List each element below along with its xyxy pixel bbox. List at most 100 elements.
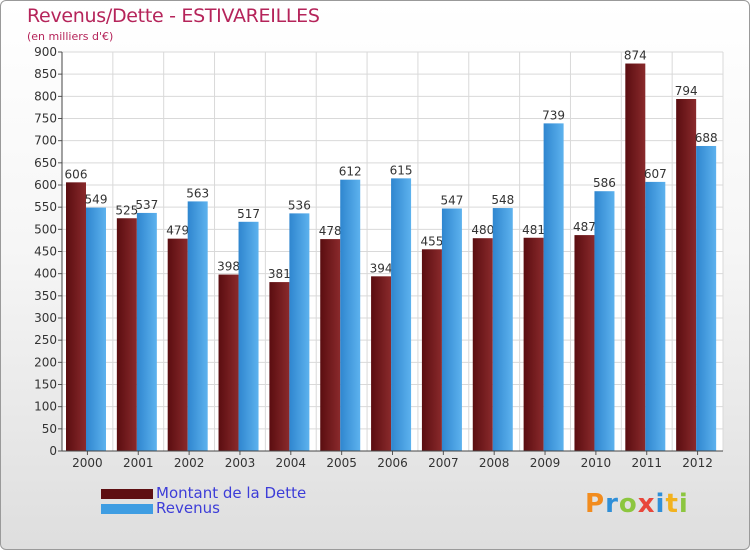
- bar-dette: [574, 235, 595, 451]
- bar-revenus: [492, 208, 513, 451]
- y-tick-label: 200: [34, 355, 57, 369]
- data-label-revenus: 547: [440, 193, 463, 207]
- y-tick-label: 500: [34, 222, 57, 236]
- data-label-dette: 525: [115, 203, 138, 217]
- y-tick-label: 800: [34, 89, 57, 103]
- data-label-revenus: 607: [644, 167, 667, 181]
- bar-revenus: [391, 178, 412, 451]
- x-tick-label: 2000: [72, 456, 103, 470]
- bar-dette: [676, 98, 697, 451]
- bar-dette: [523, 237, 544, 451]
- bar-dette: [320, 239, 341, 451]
- data-label-dette: 794: [675, 84, 698, 98]
- y-tick-label: 550: [34, 200, 57, 214]
- bar-dette: [167, 238, 188, 451]
- y-tick-label: 300: [34, 311, 57, 325]
- bar-dette: [371, 276, 392, 451]
- bar-revenus: [543, 123, 564, 452]
- x-tick-label: 2012: [682, 456, 713, 470]
- x-tick-label: 2007: [428, 456, 459, 470]
- data-label-revenus: 688: [695, 131, 718, 145]
- legend-label-dette: Montant de la Dette: [156, 484, 307, 502]
- logo-letter: x: [637, 489, 656, 519]
- data-label-revenus: 537: [135, 198, 158, 212]
- data-label-dette: 479: [166, 224, 189, 238]
- x-tick-label: 2002: [174, 456, 205, 470]
- x-tick-label: 2011: [631, 456, 662, 470]
- x-tick-label: 2001: [123, 456, 154, 470]
- y-tick-label: 150: [34, 378, 57, 392]
- data-label-revenus: 517: [237, 207, 260, 221]
- bar-dette: [421, 249, 442, 451]
- data-label-revenus: 586: [593, 176, 616, 190]
- bar-revenus: [289, 213, 310, 451]
- bar-revenus: [441, 208, 462, 451]
- data-label-revenus: 612: [339, 165, 362, 179]
- data-label-revenus: 549: [85, 193, 108, 207]
- y-tick-label: 250: [34, 333, 57, 347]
- y-tick-label: 750: [34, 112, 57, 126]
- x-tick-label: 2010: [581, 456, 612, 470]
- logo-letter: i: [655, 489, 666, 519]
- data-label-dette: 480: [471, 223, 494, 237]
- y-tick-label: 600: [34, 178, 57, 192]
- data-label-revenus: 563: [186, 186, 209, 200]
- y-tick-label: 50: [42, 422, 57, 436]
- logo-letter: i: [678, 489, 689, 519]
- data-label-dette: 478: [319, 224, 342, 238]
- bar-revenus: [86, 207, 106, 451]
- legend-swatch-revenus: [101, 504, 153, 514]
- data-label-revenus: 615: [390, 163, 413, 177]
- bar-dette: [625, 63, 646, 451]
- y-tick-label: 0: [49, 444, 57, 458]
- logo-letter: o: [618, 489, 638, 519]
- bar-revenus: [594, 191, 615, 451]
- x-tick-label: 2004: [276, 456, 307, 470]
- bar-revenus: [696, 145, 717, 451]
- y-tick-label: 450: [34, 245, 57, 259]
- bar-revenus: [187, 201, 208, 451]
- bar-dette: [116, 218, 137, 451]
- data-label-dette: 381: [268, 267, 291, 281]
- y-tick-label: 100: [34, 400, 57, 414]
- bar-dette: [218, 274, 239, 451]
- y-tick-label: 400: [34, 267, 57, 281]
- data-label-dette: 481: [522, 223, 545, 237]
- bar-dette: [66, 182, 86, 451]
- legend-swatch-dette: [101, 489, 153, 499]
- y-tick-label: 850: [34, 67, 57, 81]
- x-tick-label: 2008: [479, 456, 510, 470]
- data-label-revenus: 548: [491, 193, 514, 207]
- bar-dette: [472, 238, 493, 451]
- data-label-dette: 455: [420, 234, 443, 248]
- data-label-revenus: 536: [288, 198, 311, 212]
- logo-letter: r: [605, 489, 619, 519]
- data-label-dette: 394: [370, 261, 393, 275]
- logo-letter: P: [585, 489, 606, 519]
- bar-revenus: [645, 181, 666, 451]
- data-label-dette: 874: [624, 49, 647, 63]
- x-tick-label: 2006: [377, 456, 408, 470]
- y-tick-label: 650: [34, 156, 57, 170]
- x-tick-label: 2009: [530, 456, 561, 470]
- bar-revenus: [340, 179, 361, 451]
- y-tick-label: 900: [34, 45, 57, 59]
- proxiti-logo: Proxiti: [585, 489, 689, 519]
- bar-revenus: [136, 212, 157, 451]
- data-label-dette: 606: [65, 167, 88, 181]
- chart-title: Revenus/Dette - ESTIVAREILLES: [27, 5, 320, 27]
- bar-revenus: [238, 221, 259, 451]
- y-tick-label: 350: [34, 289, 57, 303]
- x-tick-label: 2003: [225, 456, 256, 470]
- bar-dette: [269, 282, 290, 451]
- legend-label-revenus: Revenus: [156, 499, 220, 517]
- data-label-dette: 487: [573, 220, 596, 234]
- x-tick-label: 2005: [326, 456, 357, 470]
- logo-letter: t: [665, 489, 679, 519]
- data-label-revenus: 739: [542, 108, 565, 122]
- data-label-dette: 398: [217, 260, 240, 274]
- y-tick-label: 700: [34, 134, 57, 148]
- chart-subtitle: (en milliers d'€): [27, 30, 114, 43]
